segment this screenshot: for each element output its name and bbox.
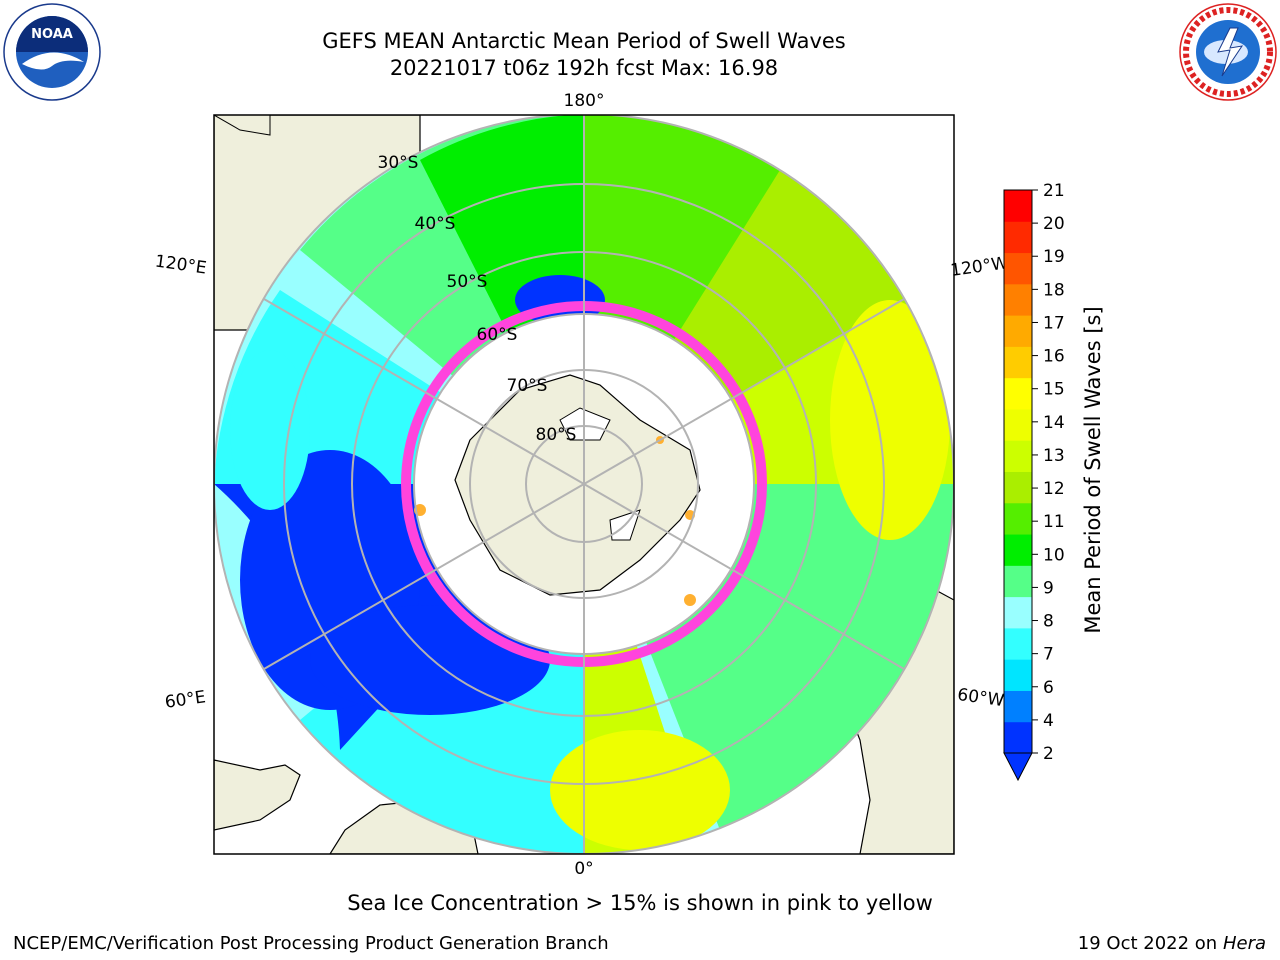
colorbar-swatch (1004, 627, 1032, 660)
lon-label-60e: 60°E (164, 687, 207, 712)
branch-footer: NCEP/EMC/Verification Post Processing Pr… (13, 933, 609, 954)
colorbar-swatch (1004, 440, 1032, 472)
date-text: 19 Oct 2022 on (1077, 933, 1223, 954)
colorbar-tick-label: 6 (1043, 678, 1054, 698)
sea-ice-caption: Sea Ice Concentration > 15% is shown in … (347, 891, 933, 915)
colorbar-swatch (1004, 346, 1032, 379)
lon-label-180: 180° (564, 91, 605, 111)
colorbar: 2 4 6 7 8 9 10 11 12 13 14 15 16 17 18 19 20 21 Mean Peri… (1003, 181, 1105, 782)
colorbar-swatch (1004, 252, 1032, 285)
nws-logo (1179, 3, 1277, 101)
colorbar-swatch (1004, 221, 1032, 254)
colorbar-swatch (1004, 565, 1032, 598)
lat-label-50s: 50°S (447, 272, 488, 292)
colorbar-tick-label: 17 (1043, 313, 1065, 333)
lat-label-80s: 80°S (536, 425, 577, 445)
colorbar-swatches (1004, 190, 1032, 754)
colorbar-tick-label: 2 (1043, 744, 1054, 764)
colorbar-swatch (1004, 534, 1032, 566)
lon-label-120e: 120°E (154, 252, 208, 279)
colorbar-swatch (1004, 471, 1032, 504)
colorbar-label: Mean Period of Swell Waves [s] (1081, 306, 1105, 633)
colorbar-tick-label: 12 (1043, 479, 1065, 499)
colorbar-swatch (1004, 502, 1032, 535)
colorbar-tick-label: 21 (1043, 181, 1065, 201)
noaa-logo: NOAA (3, 3, 101, 101)
colorbar-extend-min (1003, 752, 1033, 782)
colorbar-tick-label: 9 (1043, 578, 1054, 598)
colorbar-frame (1003, 189, 1033, 754)
lat-label-60s: 60°S (477, 325, 518, 345)
colorbar-tick-label: 10 (1043, 545, 1065, 565)
colorbar-tick-label: 13 (1043, 446, 1065, 466)
colorbar-swatch (1004, 659, 1032, 691)
map-frame (213, 114, 955, 855)
colorbar-tick-label: 14 (1043, 413, 1065, 433)
colorbar-swatch (1004, 596, 1032, 629)
colorbar-swatch (1004, 283, 1032, 316)
colorbar-tick-label: 8 (1043, 612, 1054, 632)
chart-title: GEFS MEAN Antarctic Mean Period of Swell… (322, 29, 846, 53)
colorbar-swatch (1004, 408, 1032, 441)
colorbar-swatch (1004, 315, 1032, 347)
colorbar-swatch (1004, 690, 1032, 723)
colorbar-swatch (1004, 190, 1032, 222)
host-text: Hera (1222, 933, 1266, 954)
lat-label-40s: 40°S (415, 214, 456, 234)
colorbar-tick-label: 16 (1043, 347, 1065, 367)
graticule (214, 115, 954, 854)
colorbar-tick-label: 18 (1043, 280, 1065, 300)
date-footer: 19 Oct 2022 on Hera (1078, 933, 1266, 954)
colorbar-tick-label: 11 (1043, 512, 1065, 532)
colorbar-tick-label: 4 (1043, 711, 1054, 731)
lat-label-30s: 30°S (378, 153, 419, 173)
lon-label-0: 0° (574, 859, 593, 879)
colorbar-ticks: 2 4 6 7 8 9 10 11 12 13 14 15 16 17 18 19 20 21 (1032, 181, 1065, 764)
colorbar-swatch (1004, 721, 1032, 754)
lat-label-70s: 70°S (507, 376, 548, 396)
colorbar-tick-label: 20 (1043, 214, 1065, 234)
noaa-logo-text: NOAA (31, 27, 73, 42)
colorbar-swatch (1004, 377, 1032, 410)
colorbar-tick-label: 15 (1043, 380, 1065, 400)
chart-subtitle: 20221017 t06z 192h fcst Max: 16.98 (389, 56, 779, 80)
colorbar-tick-label: 7 (1043, 645, 1054, 665)
colorbar-tick-label: 19 (1043, 247, 1065, 267)
